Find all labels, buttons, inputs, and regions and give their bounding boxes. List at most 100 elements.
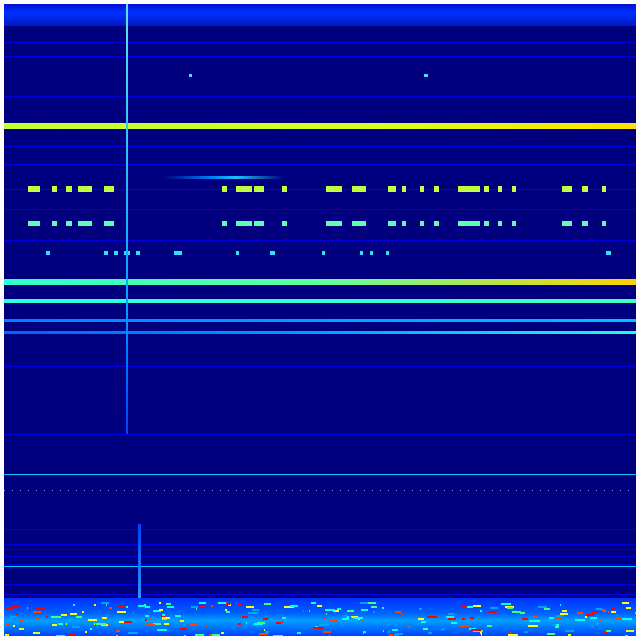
noise-speck <box>309 610 310 612</box>
noise-speck <box>625 635 628 636</box>
burst <box>104 251 108 255</box>
spectral-line <box>4 434 636 435</box>
noise-speck <box>212 634 220 636</box>
burst <box>512 221 516 226</box>
noise-speck <box>248 612 258 614</box>
noise-speck <box>480 610 482 612</box>
noise-speck <box>501 603 511 605</box>
noise-speck <box>124 606 128 608</box>
noise-speck <box>508 634 518 636</box>
noise-speck <box>544 608 550 610</box>
burst <box>386 251 389 255</box>
noise-speck <box>106 604 107 606</box>
noise-speck <box>537 620 540 622</box>
noise-speck <box>191 606 198 608</box>
burst <box>66 186 72 192</box>
noise-speck <box>448 618 456 620</box>
noise-speck <box>5 607 14 609</box>
noise-speck <box>221 632 224 634</box>
noise-speck <box>101 602 109 604</box>
noise-speck <box>446 616 454 618</box>
burst <box>78 221 92 226</box>
spectral-line <box>4 299 636 303</box>
spectral-line <box>4 474 636 475</box>
noise-speck <box>297 632 301 634</box>
noise-speck <box>264 603 271 605</box>
noise-speck <box>421 621 426 623</box>
spectral-line <box>4 209 636 210</box>
noise-speck <box>353 617 363 619</box>
noise-speck <box>263 618 268 620</box>
burst <box>602 221 606 226</box>
noise-speck <box>590 617 597 619</box>
noise-speck <box>343 615 347 617</box>
noise-speck <box>373 611 375 613</box>
noise-speck <box>19 628 24 630</box>
spectral-line <box>4 556 636 557</box>
burst <box>222 221 227 226</box>
noise-speck <box>21 613 22 615</box>
noise-speck <box>116 630 120 632</box>
spectral-line <box>4 544 636 545</box>
noise-speck <box>622 602 629 604</box>
noise-speck <box>118 606 126 608</box>
noise-speck <box>611 611 616 613</box>
noise-speck <box>102 617 107 619</box>
burst <box>424 74 428 77</box>
noise-speck <box>591 611 598 613</box>
noise-speck <box>153 623 161 625</box>
spectral-line <box>4 96 636 97</box>
noise-speck <box>73 604 75 606</box>
noise-speck <box>33 632 40 634</box>
noise-speck <box>470 617 474 619</box>
noise-speck <box>46 616 48 618</box>
noise-speck <box>105 626 107 628</box>
noise-speck <box>70 613 77 615</box>
spectral-line <box>4 331 636 334</box>
noise-speck <box>94 604 96 606</box>
spectral-line <box>4 366 636 367</box>
noise-speck <box>190 621 199 623</box>
noise-speck <box>555 626 559 628</box>
noise-speck <box>225 613 226 615</box>
noise-speck <box>419 608 422 610</box>
noise-speck <box>145 619 147 621</box>
noise-speck <box>7 635 8 636</box>
burst <box>420 186 424 192</box>
spectral-line-strong <box>4 279 636 285</box>
burst <box>434 186 439 192</box>
noise-speck <box>273 635 283 636</box>
vertical-line <box>126 4 128 434</box>
burst <box>282 221 287 226</box>
noise-speck <box>33 611 41 613</box>
noise-speck <box>254 623 263 625</box>
noise-speck <box>346 616 349 618</box>
burst <box>236 221 252 226</box>
noise-speck <box>117 611 126 613</box>
burst <box>388 221 396 226</box>
noise-speck <box>547 633 555 635</box>
burst <box>270 251 275 255</box>
burst <box>582 186 588 192</box>
noise-speck <box>295 635 296 636</box>
burst <box>512 186 516 192</box>
noise-speck <box>259 633 268 635</box>
noise-speck <box>460 625 470 627</box>
noise-speck <box>626 607 631 609</box>
burst <box>458 221 480 226</box>
noise-speck <box>592 626 593 628</box>
burst <box>352 186 366 192</box>
noise-speck <box>363 631 366 633</box>
noise-speck <box>153 610 161 612</box>
noise-speck <box>603 610 606 612</box>
noise-speck <box>290 605 298 607</box>
noise-speck <box>51 616 61 618</box>
noise-speck <box>94 623 95 625</box>
noise-speck <box>200 606 205 608</box>
noise-speck <box>76 616 82 618</box>
noise-speck <box>462 618 465 620</box>
noise-speck <box>629 620 636 622</box>
noise-speck <box>11 616 17 618</box>
noise-speck <box>601 609 605 611</box>
noise-speck <box>219 602 226 604</box>
